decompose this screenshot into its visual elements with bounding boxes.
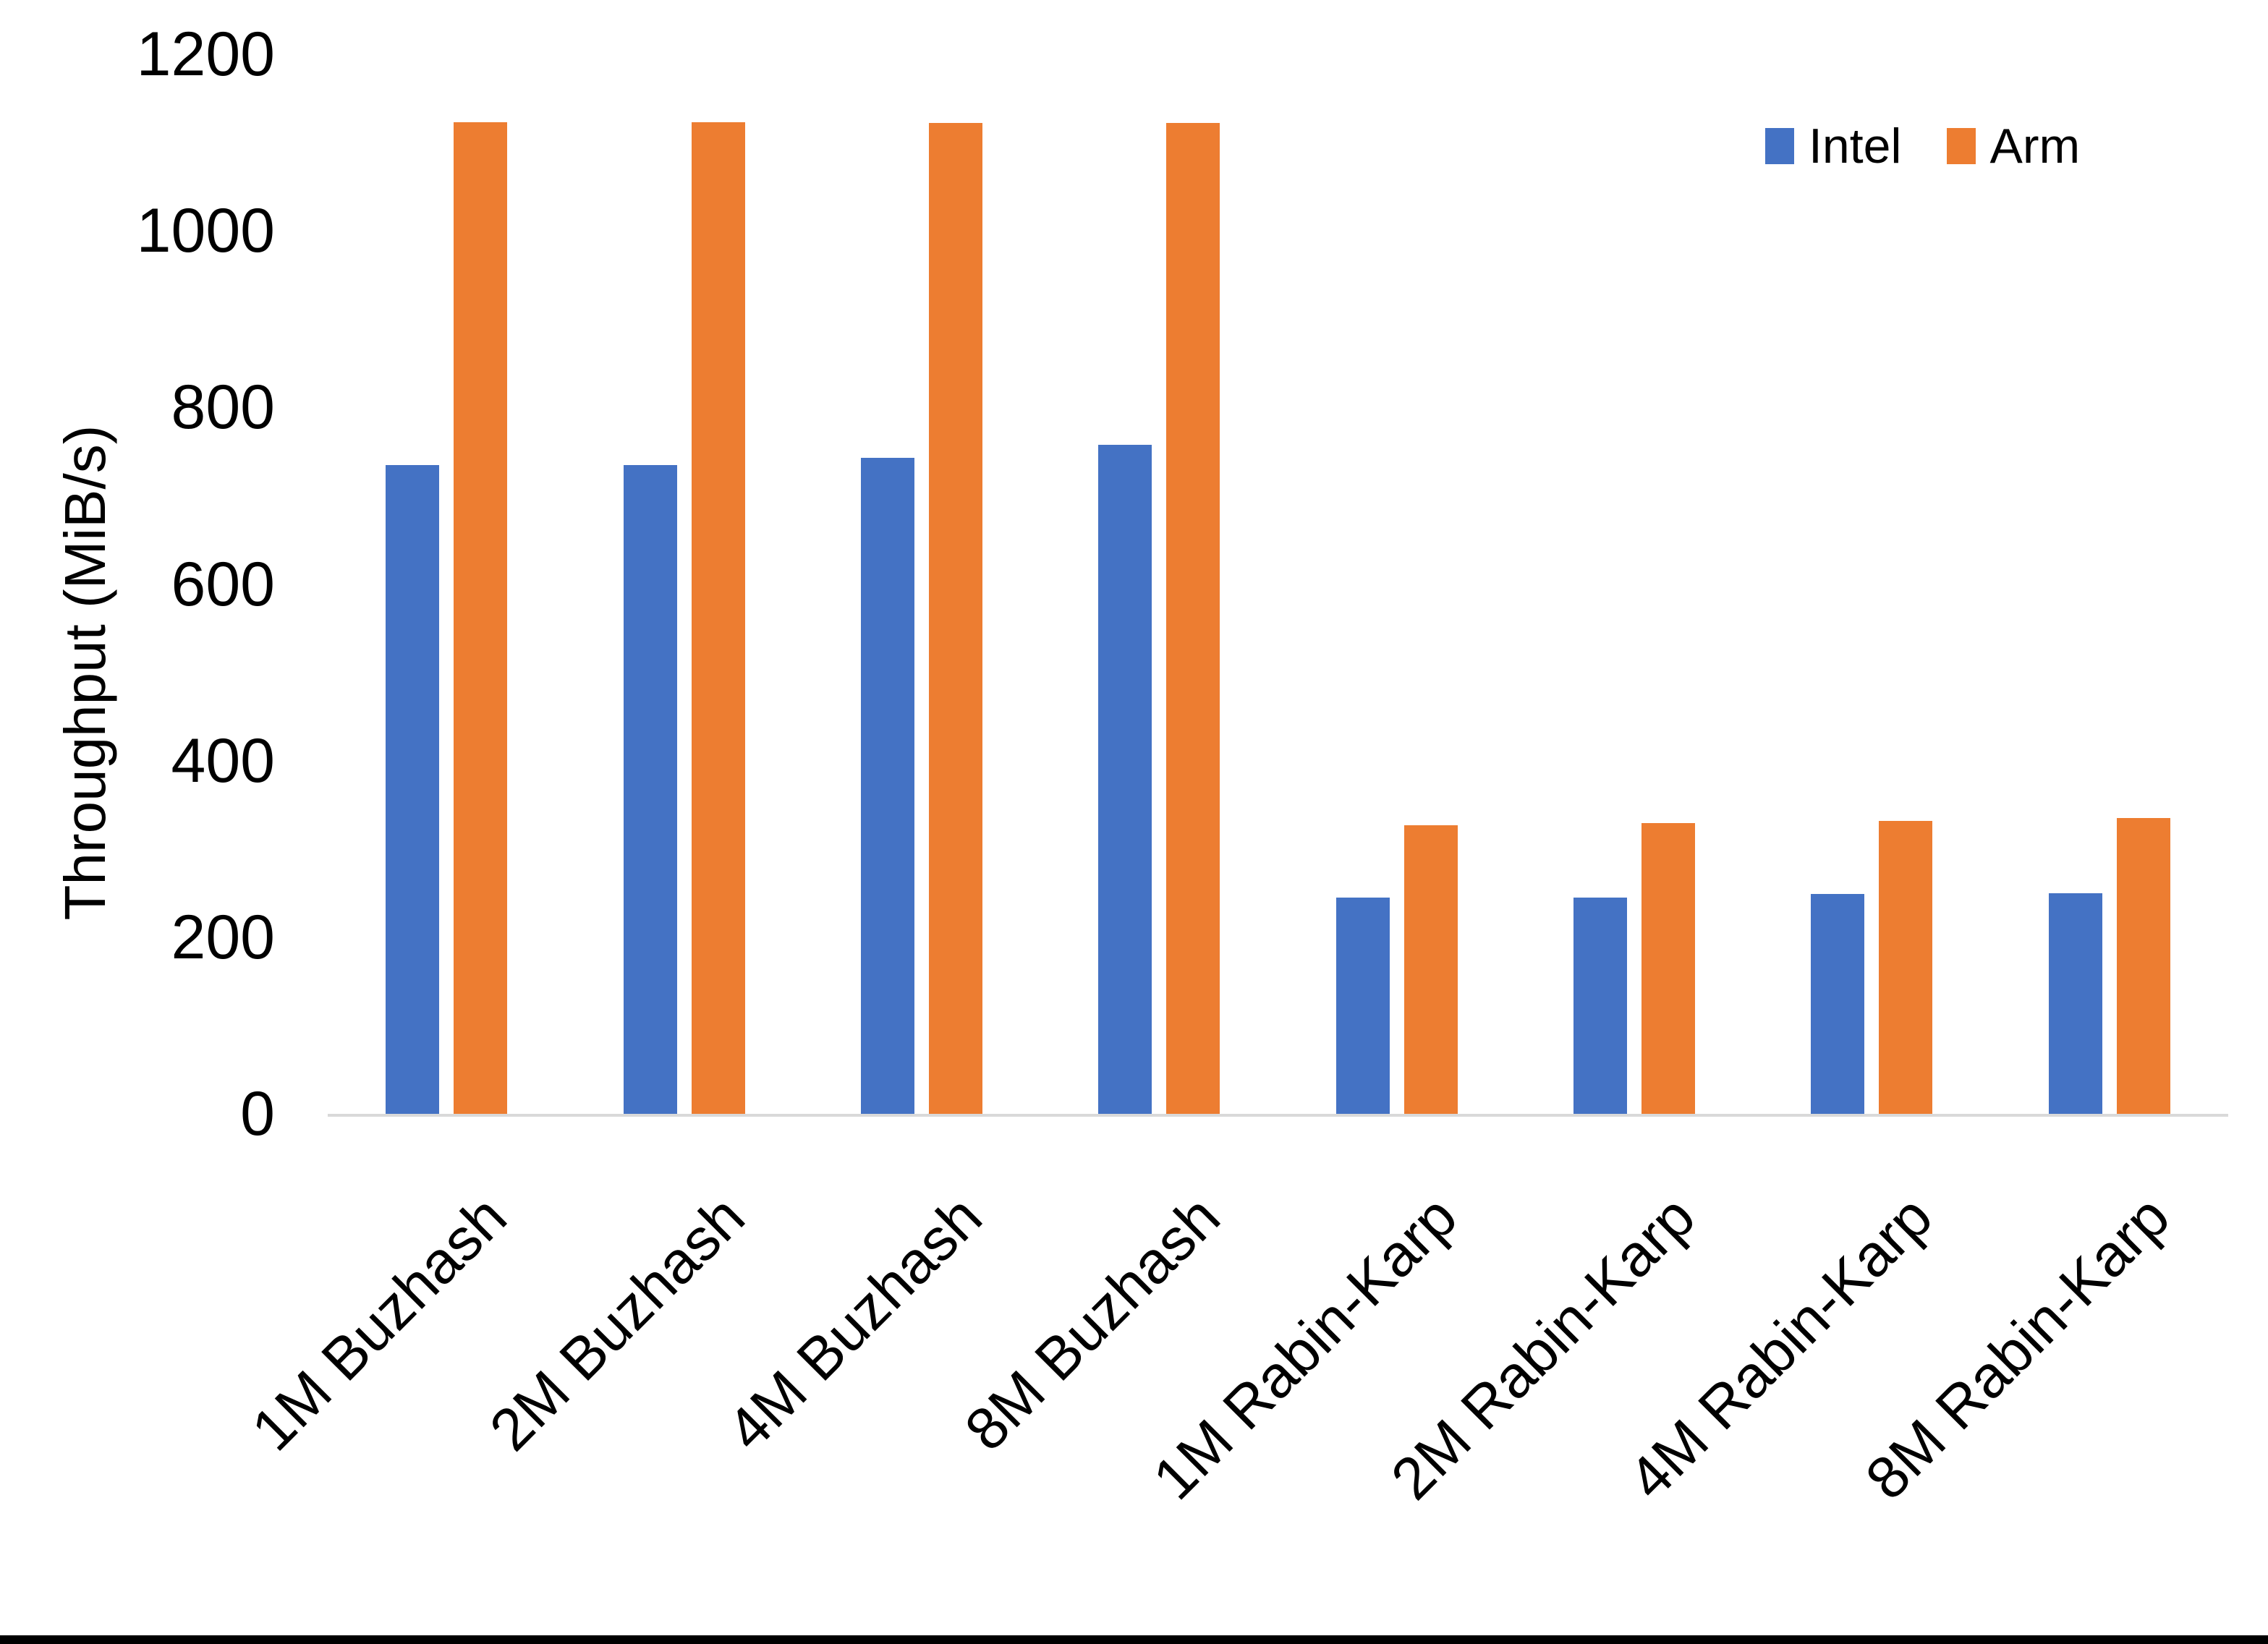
- bottom-border: [0, 1635, 2268, 1644]
- x-category-label-4m-buzhash: 4M Buzhash: [715, 1183, 995, 1464]
- bar-arm-1m-rabin-karp: [1403, 825, 1458, 1114]
- x-category-label-2m-buzhash: 2M Buzhash: [477, 1183, 757, 1464]
- bar-intel-2m-rabin-karp: [1573, 897, 1628, 1114]
- x-category-label-1m-buzhash: 1M Buzhash: [239, 1183, 519, 1464]
- legend-swatch-arm: [1946, 128, 1976, 164]
- legend-item-arm: Arm: [1946, 119, 2081, 174]
- y-tick-label-1000: 1000: [136, 196, 275, 266]
- bar-arm-8m-rabin-karp: [2116, 818, 2170, 1114]
- bar-arm-4m-buzhash: [928, 123, 982, 1114]
- bar-intel-1m-rabin-karp: [1335, 897, 1390, 1114]
- y-axis-title: Throughput (MiB/s): [53, 425, 117, 921]
- bar-arm-1m-buzhash: [454, 122, 508, 1114]
- y-tick-label-200: 200: [171, 902, 276, 972]
- y-tick-label-600: 600: [171, 549, 276, 619]
- y-tick-label-1200: 1200: [136, 20, 275, 89]
- legend-label-intel: Intel: [1809, 119, 1902, 174]
- bar-intel-4m-rabin-karp: [1811, 894, 1865, 1114]
- bar-intel-8m-rabin-karp: [2048, 893, 2102, 1114]
- bar-arm-8m-buzhash: [1166, 123, 1220, 1114]
- x-axis-line: [328, 1114, 2228, 1117]
- legend-label-arm: Arm: [1989, 119, 2081, 174]
- bar-intel-8m-buzhash: [1098, 444, 1152, 1114]
- bar-arm-4m-rabin-karp: [1879, 820, 1933, 1114]
- legend: Intel Arm: [1765, 122, 2080, 171]
- legend-item-intel: Intel: [1765, 122, 1902, 171]
- bar-arm-2m-rabin-karp: [1641, 823, 1696, 1114]
- bar-intel-4m-buzhash: [860, 457, 914, 1114]
- legend-swatch-intel: [1765, 128, 1794, 164]
- y-tick-label-400: 400: [171, 725, 276, 796]
- y-tick-label-800: 800: [171, 372, 276, 443]
- bar-arm-2m-buzhash: [691, 122, 745, 1114]
- bar-intel-1m-buzhash: [386, 464, 440, 1114]
- bar-intel-2m-buzhash: [623, 464, 677, 1114]
- y-tick-label-0: 0: [240, 1079, 275, 1149]
